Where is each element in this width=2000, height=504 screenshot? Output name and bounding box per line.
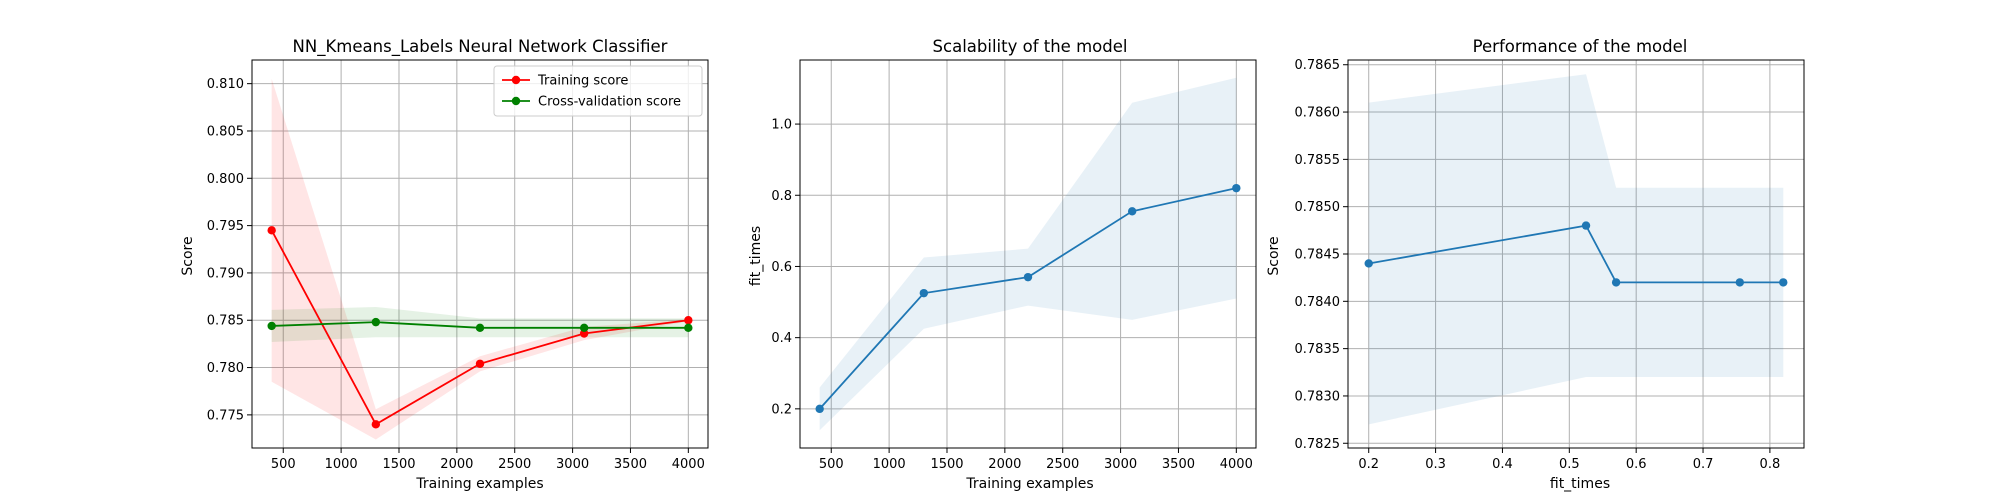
data-point <box>1611 278 1621 287</box>
learning-curve-panel: NN_Kmeans_Labels Neural Network Classifi… <box>180 37 709 492</box>
y-tick-label: 0.6 <box>771 260 792 275</box>
data-point <box>371 420 381 429</box>
y-tick-label: 0.775 <box>207 408 244 423</box>
x-tick-label: 0.6 <box>1626 457 1647 472</box>
data-point <box>919 288 929 298</box>
data-point <box>475 359 485 368</box>
data-point <box>1735 278 1745 287</box>
legend-marker <box>511 96 521 106</box>
y-tick-label: 0.7855 <box>1295 153 1341 168</box>
data-point <box>475 323 485 333</box>
x-tick-label: 0.3 <box>1425 457 1446 472</box>
y-tick-label: 0.800 <box>207 172 244 187</box>
y-tick-label: 0.810 <box>207 77 244 92</box>
y-tick-label: 0.7830 <box>1295 389 1341 404</box>
legend: Training score Cross-validation score <box>493 65 703 117</box>
y-tick-label: 0.2 <box>771 402 792 417</box>
data-point <box>371 317 381 327</box>
x-tick-label: 2000 <box>440 457 473 472</box>
x-tick-label: 1500 <box>382 457 415 472</box>
data-point <box>1127 207 1137 216</box>
x-tick-label: 500 <box>271 457 296 472</box>
data-point <box>267 226 276 235</box>
grid <box>1348 60 1804 448</box>
y-axis-label: Score <box>180 236 196 275</box>
y-tick-label: 0.7865 <box>1295 58 1341 73</box>
chart-title: Scalability of the model <box>933 37 1128 56</box>
chart-title: Performance of the model <box>1473 37 1688 56</box>
data-point <box>684 316 693 325</box>
y-tick-label: 0.7825 <box>1295 437 1341 452</box>
x-tick-label: 0.2 <box>1358 457 1379 472</box>
x-tick-label: 3000 <box>556 457 589 472</box>
data-point <box>1581 221 1591 230</box>
x-axis-label: fit_times <box>1550 476 1610 492</box>
x-tick-label: 3500 <box>614 457 647 472</box>
x-tick-label: 1000 <box>325 457 358 472</box>
y-axis-label: Score <box>1266 236 1282 275</box>
legend-label: Cross-validation score <box>538 95 681 110</box>
data-point <box>267 321 276 331</box>
data-point <box>684 323 693 333</box>
data-point <box>1232 183 1241 193</box>
x-tick-label: 500 <box>819 457 844 472</box>
x-axis-label: Training examples <box>415 476 543 492</box>
data-point <box>579 323 589 333</box>
y-tick-label: 0.805 <box>207 124 244 139</box>
y-tick-label: 0.7860 <box>1295 106 1341 121</box>
x-tick-label: 3500 <box>1162 457 1195 472</box>
x-tick-label: 0.5 <box>1559 457 1580 472</box>
confidence-band <box>819 77 1237 431</box>
y-tick-label: 0.7845 <box>1295 248 1341 263</box>
x-axis-label: Training examples <box>965 476 1093 492</box>
y-axis-label: fit_times <box>748 226 764 286</box>
scalability-panel: Scalability of the model Training exampl… <box>748 37 1257 492</box>
y-tick-label: 0.7850 <box>1295 200 1341 215</box>
y-tick-label: 0.7835 <box>1295 342 1341 357</box>
x-tick-label: 0.7 <box>1693 457 1714 472</box>
chart-title: NN_Kmeans_Labels Neural Network Classifi… <box>293 37 668 57</box>
x-tick-label: 2500 <box>1046 457 1079 472</box>
x-tick-label: 4000 <box>672 457 705 472</box>
performance-panel: Performance of the model fit_times Score… <box>1266 37 1805 492</box>
data-point <box>1364 259 1373 268</box>
x-tick-label: 3000 <box>1104 457 1137 472</box>
x-tick-label: 4000 <box>1220 457 1253 472</box>
x-tick-label: 0.4 <box>1492 457 1513 472</box>
x-tick-label: 0.8 <box>1760 457 1781 472</box>
y-tick-label: 0.790 <box>207 266 244 281</box>
y-tick-label: 0.795 <box>207 219 244 234</box>
x-tick-label: 1000 <box>873 457 906 472</box>
legend-box <box>493 65 703 117</box>
x-tick-label: 2000 <box>988 457 1021 472</box>
data-point <box>1023 272 1033 282</box>
legend-marker <box>511 75 521 85</box>
axes-frame <box>251 59 709 449</box>
x-tick-label: 2500 <box>498 457 531 472</box>
grid <box>800 60 1256 448</box>
y-tick-label: 0.8 <box>771 189 792 204</box>
y-tick-label: 0.4 <box>771 331 792 346</box>
data-point <box>815 404 824 414</box>
y-tick-label: 0.7840 <box>1295 295 1341 310</box>
y-tick-label: 0.785 <box>207 314 244 329</box>
axes-frame <box>799 59 1257 449</box>
data-point <box>1779 278 1788 287</box>
y-tick-label: 0.780 <box>207 361 244 376</box>
y-tick-label: 1.0 <box>771 118 792 133</box>
x-tick-label: 1500 <box>930 457 963 472</box>
confidence-band <box>1368 74 1784 425</box>
legend-label: Training score <box>537 74 628 89</box>
